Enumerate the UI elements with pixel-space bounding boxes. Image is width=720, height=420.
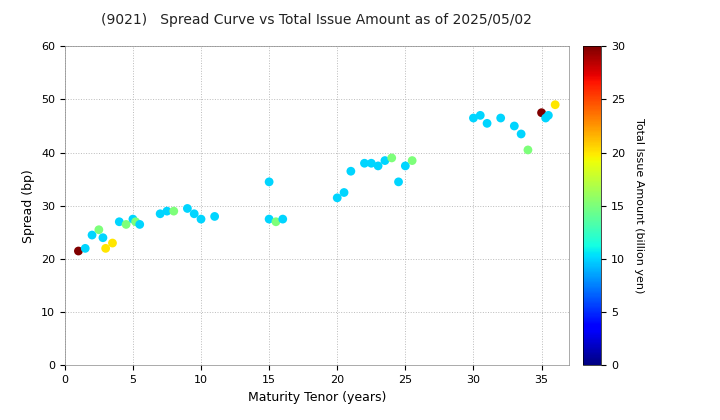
Point — [481, 120, 492, 127]
Point — [393, 178, 405, 185]
Point — [209, 213, 220, 220]
Point — [195, 216, 207, 223]
Point — [79, 245, 91, 252]
Point — [130, 218, 141, 225]
Point — [127, 216, 139, 223]
Point — [134, 221, 145, 228]
Point — [543, 112, 554, 119]
Point — [386, 155, 397, 161]
Point — [97, 234, 109, 241]
Point — [86, 232, 98, 239]
Point — [540, 115, 552, 121]
Point — [495, 115, 506, 121]
Point — [400, 163, 411, 169]
Text: (9021)   Spread Curve vs Total Issue Amount as of 2025/05/02: (9021) Spread Curve vs Total Issue Amoun… — [102, 13, 532, 26]
Point — [508, 123, 520, 129]
Point — [181, 205, 193, 212]
Point — [379, 157, 391, 164]
Point — [154, 210, 166, 217]
Point — [120, 221, 132, 228]
Point — [406, 157, 418, 164]
Point — [189, 210, 200, 217]
Point — [277, 216, 289, 223]
Point — [536, 109, 547, 116]
Point — [264, 216, 275, 223]
Point — [331, 194, 343, 201]
Point — [359, 160, 370, 167]
Point — [345, 168, 356, 175]
Point — [372, 163, 384, 169]
Point — [474, 112, 486, 119]
Point — [100, 245, 112, 252]
Point — [270, 218, 282, 225]
Point — [107, 240, 118, 247]
Y-axis label: Total Issue Amount (billion yen): Total Issue Amount (billion yen) — [634, 118, 644, 294]
X-axis label: Maturity Tenor (years): Maturity Tenor (years) — [248, 391, 386, 404]
Point — [161, 208, 173, 215]
Point — [264, 178, 275, 185]
Point — [522, 147, 534, 153]
Point — [549, 101, 561, 108]
Point — [93, 226, 104, 233]
Point — [338, 189, 350, 196]
Y-axis label: Spread (bp): Spread (bp) — [22, 169, 35, 243]
Point — [73, 248, 84, 255]
Point — [114, 218, 125, 225]
Point — [468, 115, 480, 121]
Point — [168, 208, 179, 215]
Point — [516, 131, 527, 137]
Point — [366, 160, 377, 167]
